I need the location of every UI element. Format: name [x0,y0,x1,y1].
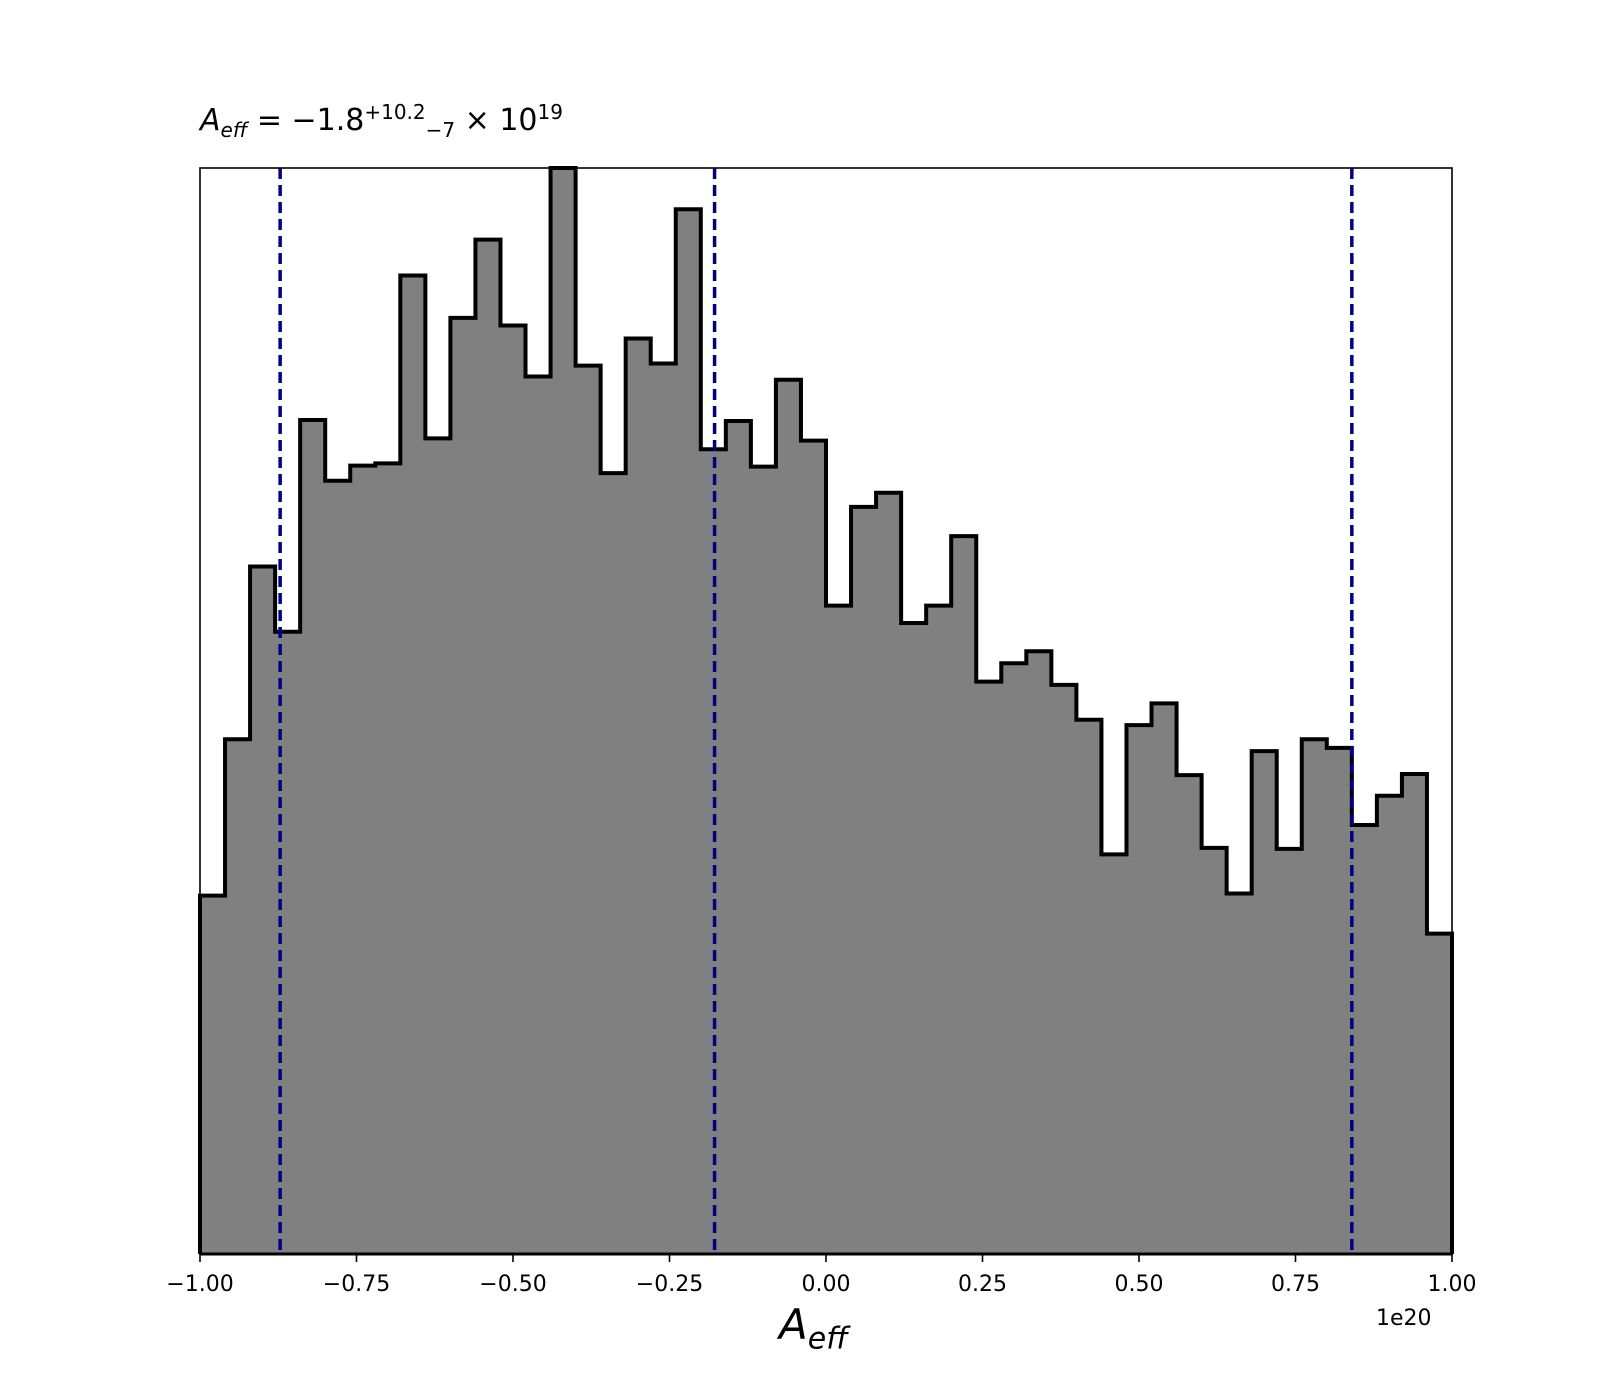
title-equals-value: = −1.8 [247,103,365,138]
histogram-bar [1076,719,1102,1254]
histogram-bar [1376,795,1403,1254]
histogram-bar [800,440,827,1254]
histogram-bar [675,209,702,1254]
x-tick-label: 0.00 [802,1272,851,1297]
x-tick-label: 0.75 [1271,1272,1320,1297]
histogram-bar [300,419,326,1254]
histogram-bar [1251,751,1278,1254]
histogram-bar [500,325,527,1255]
histogram-step-outline [198,166,1454,1254]
histogram-bar [625,338,652,1254]
chart-title: Aeff = −1.8+10.2−7 × 1019 [200,100,563,142]
x-tick-label: −0.25 [636,1272,703,1297]
histogram-bar [1351,825,1378,1254]
histogram-bar [525,376,552,1255]
histogram-bar [1176,775,1203,1254]
title-upper-error: +10.2 [364,100,426,124]
x-tick-label: −1.00 [166,1272,233,1297]
histogram-bar [200,895,226,1254]
histogram-bar [650,363,677,1255]
x-axis-offset-text: 1e20 [1376,1306,1432,1331]
histogram-bar [750,466,777,1254]
histogram-bar [1201,847,1228,1254]
x-axis-label: Aeff [779,1300,848,1356]
histogram-bar [1026,651,1052,1254]
histogram-bar [1326,747,1353,1254]
histogram-bar [450,317,476,1254]
histogram-bar [250,566,276,1254]
histogram-bar [1126,725,1153,1254]
x-tick-label: 0.50 [1115,1272,1164,1297]
histogram-bar [550,168,577,1254]
x-axis-label-subscript: eff [807,1321,848,1357]
x-tick-label: 0.25 [958,1272,1007,1297]
histogram-bar [951,536,977,1254]
x-axis-label-variable: A [779,1300,808,1349]
histogram-bar [400,275,426,1254]
plot-area [198,166,1454,1256]
histogram-bar [1101,854,1127,1254]
histogram-bar [1276,848,1303,1254]
histogram-bar [425,438,451,1254]
histogram-bar [1001,663,1027,1254]
title-lower-error: −7 [425,118,456,142]
histogram-bar [600,473,627,1254]
title-variable-subscript: eff [220,118,248,142]
histogram-bar [1226,893,1253,1254]
histogram-bar [976,681,1002,1254]
x-tick-label: −0.50 [479,1272,546,1297]
histogram-bar [1051,684,1077,1254]
title-exponent: 19 [537,100,563,124]
histogram-bar [325,480,351,1254]
histogram-bar [375,463,401,1255]
histogram-bar [475,239,501,1254]
histogram-bar [725,421,752,1255]
histogram-bar [926,605,952,1254]
histogram-bar [851,506,877,1254]
histogram-bar [1401,773,1428,1254]
histogram-bar [775,379,802,1254]
histogram-bar [1151,703,1178,1254]
x-axis-ticks: −1.00 −0.75 −0.50 −0.25 0.00 0.25 0.50 0.75 1.00 [166,1254,1476,1297]
histogram-bar [350,465,376,1255]
title-times: × 10 [455,103,538,138]
histogram-bar [575,365,602,1255]
histogram-bar [1426,933,1453,1254]
histogram-bar [901,623,927,1254]
histogram-bar [876,492,902,1254]
x-tick-label: 1.00 [1428,1272,1477,1297]
x-tick-label: −0.75 [323,1272,390,1297]
title-variable: A [200,103,221,138]
histogram-bar [826,605,852,1254]
histogram-bar [1301,739,1328,1254]
histogram-bar [225,739,251,1254]
